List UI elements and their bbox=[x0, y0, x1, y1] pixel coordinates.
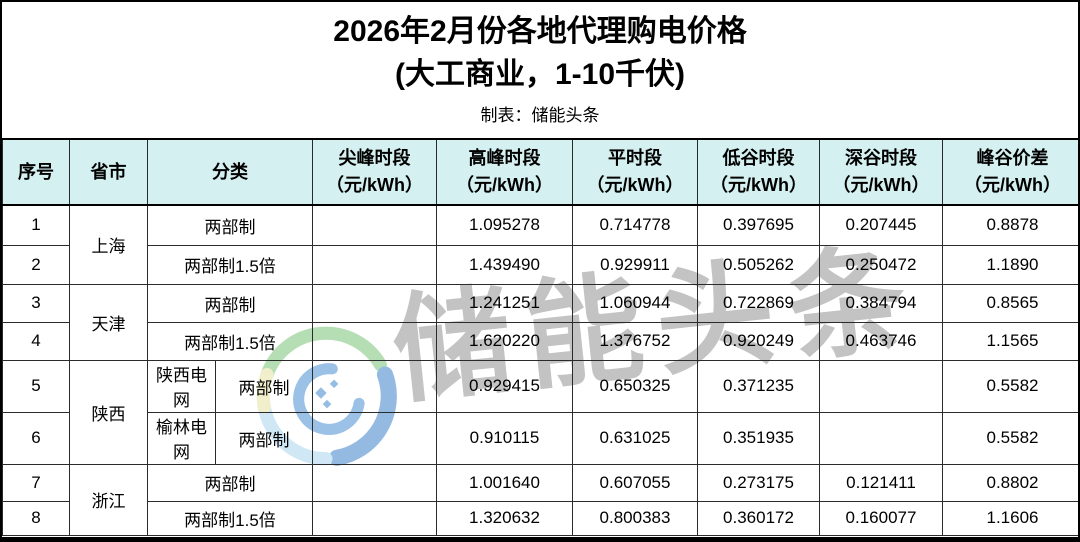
cell-peak: 1.320632 bbox=[436, 500, 573, 536]
title-line1: 2026年2月份各地代理购电价格 bbox=[333, 15, 747, 48]
cell-category: 两部制1.5倍 bbox=[147, 244, 313, 285]
cell-valley: 0.397695 bbox=[697, 204, 820, 246]
cell-category: 两部制 bbox=[215, 411, 313, 465]
cell-deep bbox=[819, 359, 943, 413]
cell-flat: 0.714778 bbox=[572, 204, 698, 246]
cell-seq: 8 bbox=[2, 500, 70, 536]
cell-flat: 1.376752 bbox=[572, 321, 698, 361]
col-header-category: 分类 bbox=[147, 138, 313, 206]
cell-peak: 1.001640 bbox=[436, 463, 573, 502]
col-header-spread: 峰谷价差 （元/kWh） bbox=[942, 138, 1078, 206]
cell-flat: 1.060944 bbox=[572, 283, 698, 323]
cell-spread: 0.8565 bbox=[942, 283, 1078, 323]
cell-peak: 1.241251 bbox=[436, 283, 573, 323]
cell-sharp bbox=[312, 283, 437, 323]
table-row: 5 陕西 陕西电网 两部制 0.929415 0.650325 0.371235… bbox=[2, 359, 1078, 465]
cell-province: 上海 bbox=[69, 204, 148, 285]
col-header-sharp: 尖峰时段 （元/kWh） bbox=[312, 138, 437, 206]
table-row: 7 浙江 两部制 1.001640 0.607055 0.273175 0.12… bbox=[2, 463, 1078, 536]
title-block: 2026年2月份各地代理购电价格 (大工商业，1-10千伏) 制表：储能头条 bbox=[2, 2, 1078, 138]
cell-valley: 0.371235 bbox=[697, 359, 820, 413]
cell-province: 陕西 bbox=[69, 359, 148, 465]
cell-valley: 0.722869 bbox=[697, 283, 820, 323]
cell-category: 两部制 bbox=[215, 359, 313, 413]
cell-spread: 0.8802 bbox=[942, 463, 1078, 502]
cell-sharp bbox=[312, 463, 437, 502]
cell-sharp bbox=[312, 204, 437, 246]
cell-flat: 0.631025 bbox=[572, 411, 698, 465]
table-row: 3 天津 两部制 1.241251 1.060944 0.722869 0.38… bbox=[2, 283, 1078, 361]
cell-seq: 3 bbox=[2, 283, 70, 323]
cell-category: 两部制 bbox=[147, 463, 313, 502]
cell-flat: 0.650325 bbox=[572, 359, 698, 413]
table-row: 4 两部制1.5倍 1.620220 1.376752 0.920249 0.4… bbox=[2, 321, 1078, 361]
cell-peak: 0.929415 bbox=[436, 359, 573, 413]
cell-valley: 0.505262 bbox=[697, 244, 820, 285]
cell-deep: 0.121411 bbox=[819, 463, 943, 502]
cell-deep: 0.250472 bbox=[819, 244, 943, 285]
table-row: 8 两部制1.5倍 1.320632 0.800383 0.360172 0.1… bbox=[2, 500, 1078, 536]
cell-spread: 0.5582 bbox=[942, 359, 1078, 413]
col-header-province: 省市 bbox=[69, 138, 148, 206]
title-line2: (大工商业，1-10千伏) bbox=[394, 57, 686, 91]
cell-sharp bbox=[312, 500, 437, 536]
cell-deep: 0.463746 bbox=[819, 321, 943, 361]
subtitle: 制表：储能头条 bbox=[480, 106, 600, 126]
cell-spread: 0.8878 bbox=[942, 204, 1078, 246]
cell-peak: 1.095278 bbox=[436, 204, 573, 246]
cell-flat: 0.800383 bbox=[572, 500, 698, 536]
cell-seq: 5 bbox=[2, 359, 70, 413]
cell-spread: 1.1890 bbox=[942, 244, 1078, 285]
cell-peak: 1.620220 bbox=[436, 321, 573, 361]
cell-sharp bbox=[312, 359, 437, 413]
cell-spread: 1.1565 bbox=[942, 321, 1078, 361]
cell-province: 浙江 bbox=[69, 463, 148, 536]
cell-seq: 2 bbox=[2, 244, 70, 285]
cell-spread: 0.5582 bbox=[942, 411, 1078, 465]
table-row: 2 两部制1.5倍 1.439490 0.929911 0.505262 0.2… bbox=[2, 244, 1078, 285]
cell-grid: 榆林电网 bbox=[147, 411, 216, 465]
cell-sharp bbox=[312, 321, 437, 361]
header-row: 序号 省市 分类 尖峰时段 （元/kWh） 高峰时段 （元/kWh） 平时段 （… bbox=[2, 138, 1078, 206]
cell-sharp bbox=[312, 411, 437, 465]
col-header-deep: 深谷时段 （元/kWh） bbox=[819, 138, 943, 206]
col-header-no: 序号 bbox=[2, 138, 70, 206]
cell-peak: 1.439490 bbox=[436, 244, 573, 285]
cell-category: 两部制1.5倍 bbox=[147, 321, 313, 361]
col-header-flat: 平时段 （元/kWh） bbox=[572, 138, 698, 206]
cell-peak: 0.910115 bbox=[436, 411, 573, 465]
cell-deep bbox=[819, 411, 943, 465]
cell-deep: 0.160077 bbox=[819, 500, 943, 536]
cell-deep: 0.384794 bbox=[819, 283, 943, 323]
table-row: 6 榆林电网 两部制 0.910115 0.631025 0.351935 0.… bbox=[2, 411, 1078, 465]
cell-valley: 0.351935 bbox=[697, 411, 820, 465]
cell-category: 两部制1.5倍 bbox=[147, 500, 313, 536]
col-header-peak: 高峰时段 （元/kWh） bbox=[436, 138, 573, 206]
cell-sharp bbox=[312, 244, 437, 285]
page-title: 2026年2月份各地代理购电价格 (大工商业，1-10千伏) bbox=[2, 11, 1078, 96]
cell-category: 两部制 bbox=[147, 204, 313, 246]
table-row: 1 上海 两部制 1.095278 0.714778 0.397695 0.20… bbox=[2, 204, 1078, 285]
cell-valley: 0.920249 bbox=[697, 321, 820, 361]
cell-flat: 0.607055 bbox=[572, 463, 698, 502]
price-table: 序号 省市 分类 尖峰时段 （元/kWh） 高峰时段 （元/kWh） 平时段 （… bbox=[2, 138, 1078, 536]
cell-grid: 陕西电网 bbox=[147, 359, 216, 413]
cell-flat: 0.929911 bbox=[572, 244, 698, 285]
cell-spread: 1.1606 bbox=[942, 500, 1078, 536]
cell-deep: 0.207445 bbox=[819, 204, 943, 246]
cell-seq: 1 bbox=[2, 204, 70, 246]
cell-valley: 0.273175 bbox=[697, 463, 820, 502]
col-header-valley: 低谷时段 （元/kWh） bbox=[697, 138, 820, 206]
cell-valley: 0.360172 bbox=[697, 500, 820, 536]
cell-province: 天津 bbox=[69, 283, 148, 361]
cell-seq: 4 bbox=[2, 321, 70, 361]
cell-category: 两部制 bbox=[147, 283, 313, 323]
cell-seq: 7 bbox=[2, 463, 70, 502]
cell-seq: 6 bbox=[2, 411, 70, 465]
